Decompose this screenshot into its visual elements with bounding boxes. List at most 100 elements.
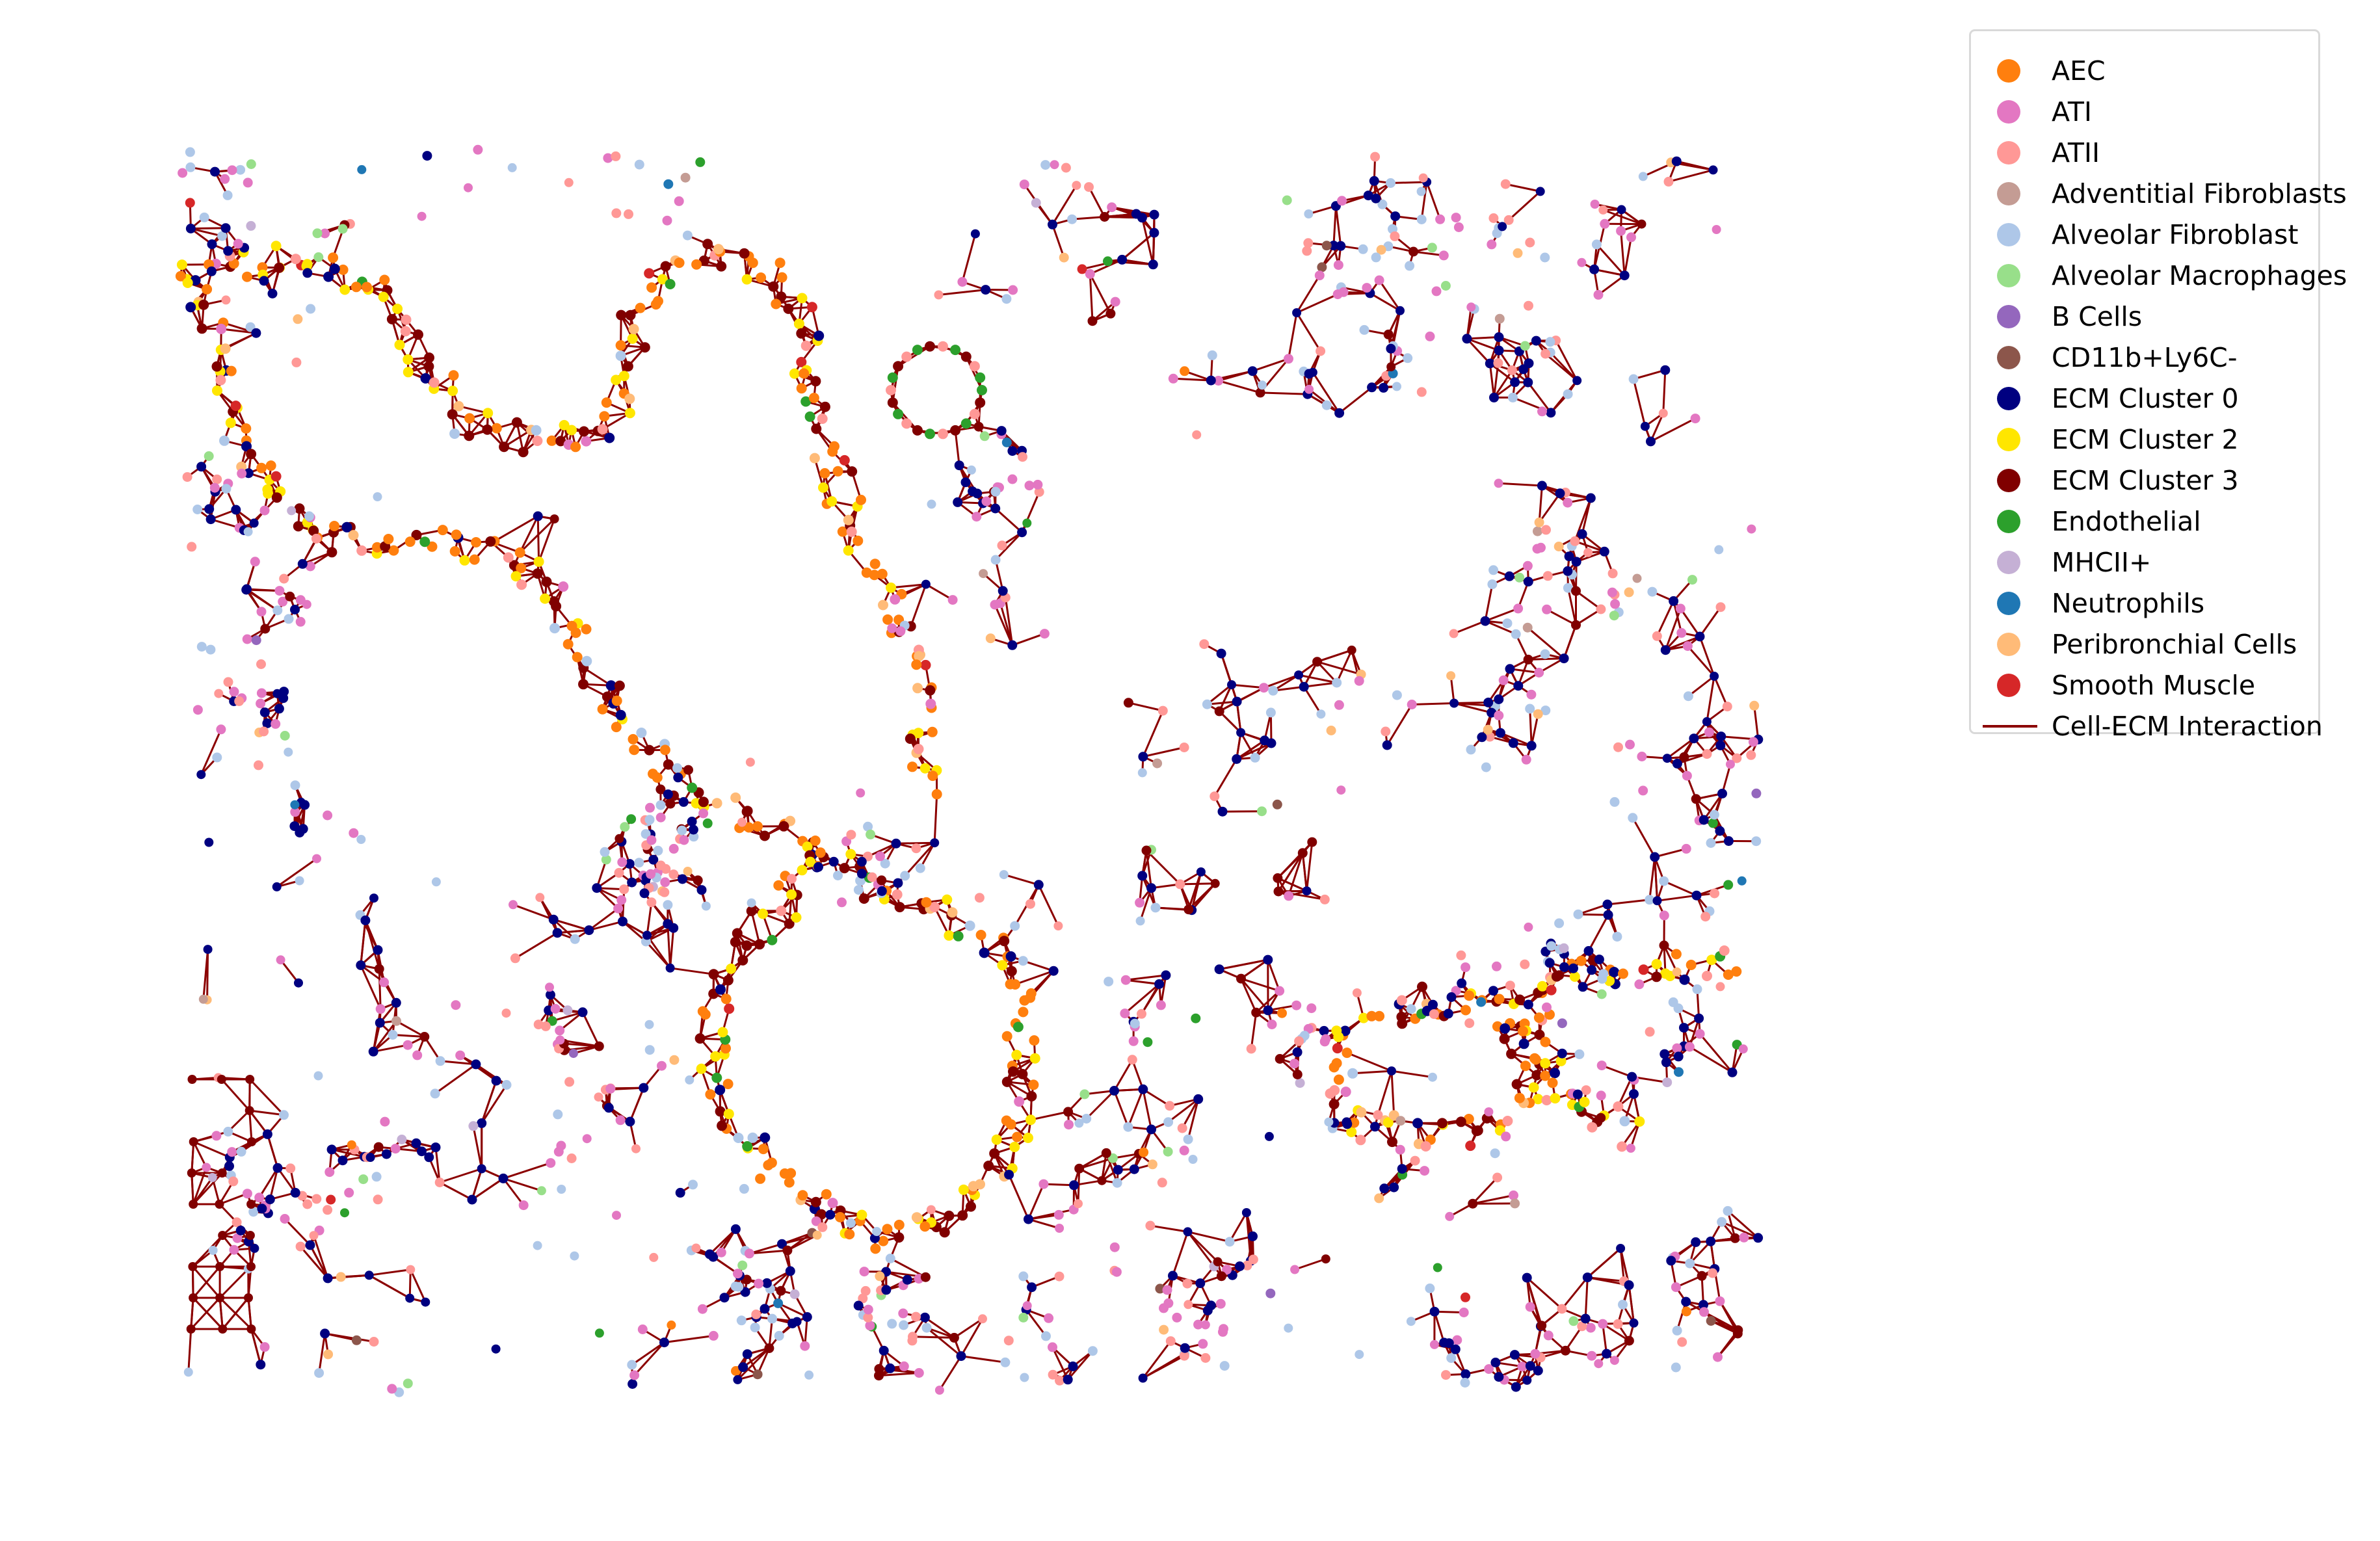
cell-point xyxy=(628,733,639,744)
interaction-edge xyxy=(553,918,590,932)
cell-point xyxy=(1000,1357,1011,1367)
interaction-edge xyxy=(1142,1088,1152,1130)
cell-point xyxy=(805,856,816,867)
cell-point xyxy=(284,614,294,624)
cell-point xyxy=(815,847,826,858)
interaction-edge xyxy=(1466,307,1472,339)
interaction-edge xyxy=(1676,1301,1687,1331)
cell-point xyxy=(337,264,349,275)
cell-point xyxy=(243,178,253,188)
cell-point xyxy=(603,1103,614,1113)
cell-point xyxy=(1583,946,1594,956)
cell-point xyxy=(1659,940,1669,951)
cell-point xyxy=(665,279,676,289)
cell-point xyxy=(1674,1067,1684,1077)
cell-point xyxy=(302,259,313,270)
interaction-edge xyxy=(1575,590,1602,611)
interaction-edge xyxy=(1574,540,1605,553)
cell-point xyxy=(1509,1350,1520,1360)
cell-point xyxy=(1465,1140,1476,1152)
cell-point xyxy=(1533,1094,1544,1105)
cell-point xyxy=(702,239,713,250)
cell-point xyxy=(1333,260,1343,270)
cell-point xyxy=(373,1142,384,1152)
cell-point xyxy=(1716,731,1726,742)
interaction-edge xyxy=(373,1020,397,1053)
cell-point xyxy=(1645,895,1655,905)
cell-point xyxy=(1537,1321,1547,1331)
cell-point xyxy=(391,1016,401,1026)
interaction-edge xyxy=(1632,817,1656,858)
interaction-edge xyxy=(1276,852,1304,879)
cell-point xyxy=(624,393,635,404)
cell-point xyxy=(1405,261,1415,271)
cell-point xyxy=(1663,176,1674,187)
cell-point xyxy=(1600,218,1610,229)
cell-point xyxy=(1511,1382,1521,1392)
interaction-edge xyxy=(1263,674,1299,689)
interaction-edge xyxy=(1596,243,1626,276)
cell-point xyxy=(1557,1304,1567,1314)
cell-point xyxy=(175,270,186,282)
cell-point xyxy=(786,889,797,900)
cell-point xyxy=(833,871,843,880)
cell-point xyxy=(1540,252,1550,263)
interaction-edge xyxy=(1390,1071,1395,1116)
cell-point xyxy=(1668,997,1678,1007)
cell-point xyxy=(464,413,475,424)
cell-point xyxy=(259,726,269,737)
cell-point xyxy=(1687,575,1697,585)
cell-point xyxy=(1576,955,1587,966)
cell-point xyxy=(1340,1087,1351,1098)
interaction-edge xyxy=(1753,705,1760,740)
cell-point xyxy=(471,537,482,547)
cell-point xyxy=(1699,815,1709,825)
cell-point xyxy=(698,797,709,808)
interaction-edge xyxy=(219,1268,249,1299)
interaction-edge xyxy=(1561,1276,1589,1310)
cell-point xyxy=(796,328,807,339)
cell-point xyxy=(597,424,608,435)
cell-point xyxy=(1559,653,1569,664)
cell-point xyxy=(724,1003,735,1014)
interaction-edge xyxy=(481,1084,508,1124)
cell-point xyxy=(1525,237,1535,248)
cell-point xyxy=(877,568,888,579)
cell-point xyxy=(1370,1122,1380,1132)
cell-point xyxy=(1613,1101,1624,1112)
cell-point xyxy=(211,361,222,372)
cell-point xyxy=(1001,1076,1012,1087)
cell-point xyxy=(1673,1051,1684,1062)
cell-point xyxy=(196,642,207,652)
cell-point xyxy=(411,1138,421,1148)
cell-point xyxy=(990,503,1001,514)
interaction-edge xyxy=(1687,675,1715,697)
interaction-edge xyxy=(1260,391,1308,395)
cell-point xyxy=(615,1115,626,1126)
cell-point xyxy=(298,824,308,834)
cell-point xyxy=(1645,1027,1655,1037)
cell-point xyxy=(510,571,522,582)
interaction-edge xyxy=(737,1347,770,1380)
cell-point xyxy=(246,159,256,169)
cell-point xyxy=(1428,999,1438,1010)
interaction-edge xyxy=(1037,884,1059,927)
cell-point xyxy=(207,239,217,250)
interaction-edge xyxy=(471,1168,483,1200)
interaction-edge xyxy=(302,551,332,565)
interaction-edge xyxy=(1104,213,1137,218)
cell-point xyxy=(646,897,657,908)
cell-point xyxy=(813,862,823,872)
cell-point xyxy=(256,698,266,709)
cell-point xyxy=(229,687,239,697)
cell-point xyxy=(1250,752,1260,763)
cell-point xyxy=(1168,373,1178,384)
cell-point xyxy=(1691,890,1702,901)
cell-point xyxy=(1199,639,1210,650)
interaction-edge xyxy=(1126,979,1159,985)
cell-point xyxy=(313,252,324,262)
interaction-edge xyxy=(1206,683,1232,705)
cell-point xyxy=(1373,1110,1383,1120)
interaction-edge xyxy=(1699,1033,1734,1073)
cell-point xyxy=(1472,1125,1483,1136)
